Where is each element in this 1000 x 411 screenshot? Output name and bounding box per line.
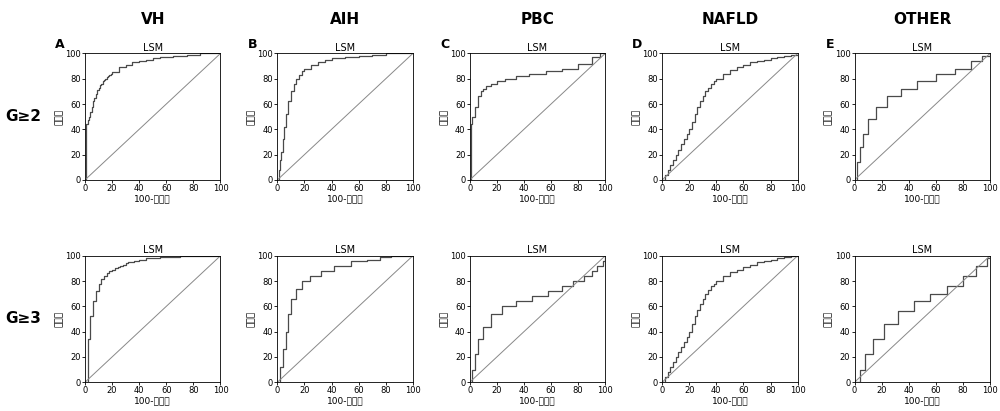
X-axis label: 100-特异性: 100-特异性 — [327, 194, 363, 203]
Y-axis label: 敏感性: 敏感性 — [247, 109, 256, 125]
Y-axis label: 敏感性: 敏感性 — [55, 311, 64, 327]
Y-axis label: 敏感性: 敏感性 — [55, 109, 64, 125]
X-axis label: 100-特异性: 100-特异性 — [904, 194, 941, 203]
Text: AIH: AIH — [330, 12, 360, 27]
Title: LSM: LSM — [527, 245, 548, 255]
X-axis label: 100-特异性: 100-特异性 — [519, 397, 556, 406]
Text: B: B — [248, 38, 257, 51]
Text: NAFLD: NAFLD — [701, 12, 758, 27]
Text: OTHER: OTHER — [893, 12, 951, 27]
Title: LSM: LSM — [720, 43, 740, 53]
Text: D: D — [632, 38, 642, 51]
X-axis label: 100-特异性: 100-特异性 — [134, 397, 171, 406]
Title: LSM: LSM — [143, 43, 163, 53]
Title: LSM: LSM — [143, 245, 163, 255]
Text: VH: VH — [140, 12, 165, 27]
Text: C: C — [441, 38, 450, 51]
Y-axis label: 敏感性: 敏感性 — [247, 311, 256, 327]
Title: LSM: LSM — [912, 43, 932, 53]
Y-axis label: 敏感性: 敏感性 — [824, 109, 833, 125]
X-axis label: 100-特异性: 100-特异性 — [134, 194, 171, 203]
Title: LSM: LSM — [335, 245, 355, 255]
X-axis label: 100-特异性: 100-特异性 — [327, 397, 363, 406]
X-axis label: 100-特异性: 100-特异性 — [712, 194, 748, 203]
X-axis label: 100-特异性: 100-特异性 — [519, 194, 556, 203]
Title: LSM: LSM — [527, 43, 548, 53]
X-axis label: 100-特异性: 100-特异性 — [904, 397, 941, 406]
Y-axis label: 敏感性: 敏感性 — [439, 109, 448, 125]
Title: LSM: LSM — [335, 43, 355, 53]
Text: G≥3: G≥3 — [5, 312, 41, 326]
Title: LSM: LSM — [912, 245, 932, 255]
Title: LSM: LSM — [720, 245, 740, 255]
X-axis label: 100-特异性: 100-特异性 — [712, 397, 748, 406]
Text: G≥2: G≥2 — [5, 109, 41, 124]
Y-axis label: 敏感性: 敏感性 — [632, 311, 641, 327]
Text: PBC: PBC — [521, 12, 554, 27]
Text: E: E — [826, 38, 835, 51]
Y-axis label: 敏感性: 敏感性 — [439, 311, 448, 327]
Y-axis label: 敏感性: 敏感性 — [824, 311, 833, 327]
Y-axis label: 敏感性: 敏感性 — [632, 109, 641, 125]
Text: A: A — [55, 38, 65, 51]
